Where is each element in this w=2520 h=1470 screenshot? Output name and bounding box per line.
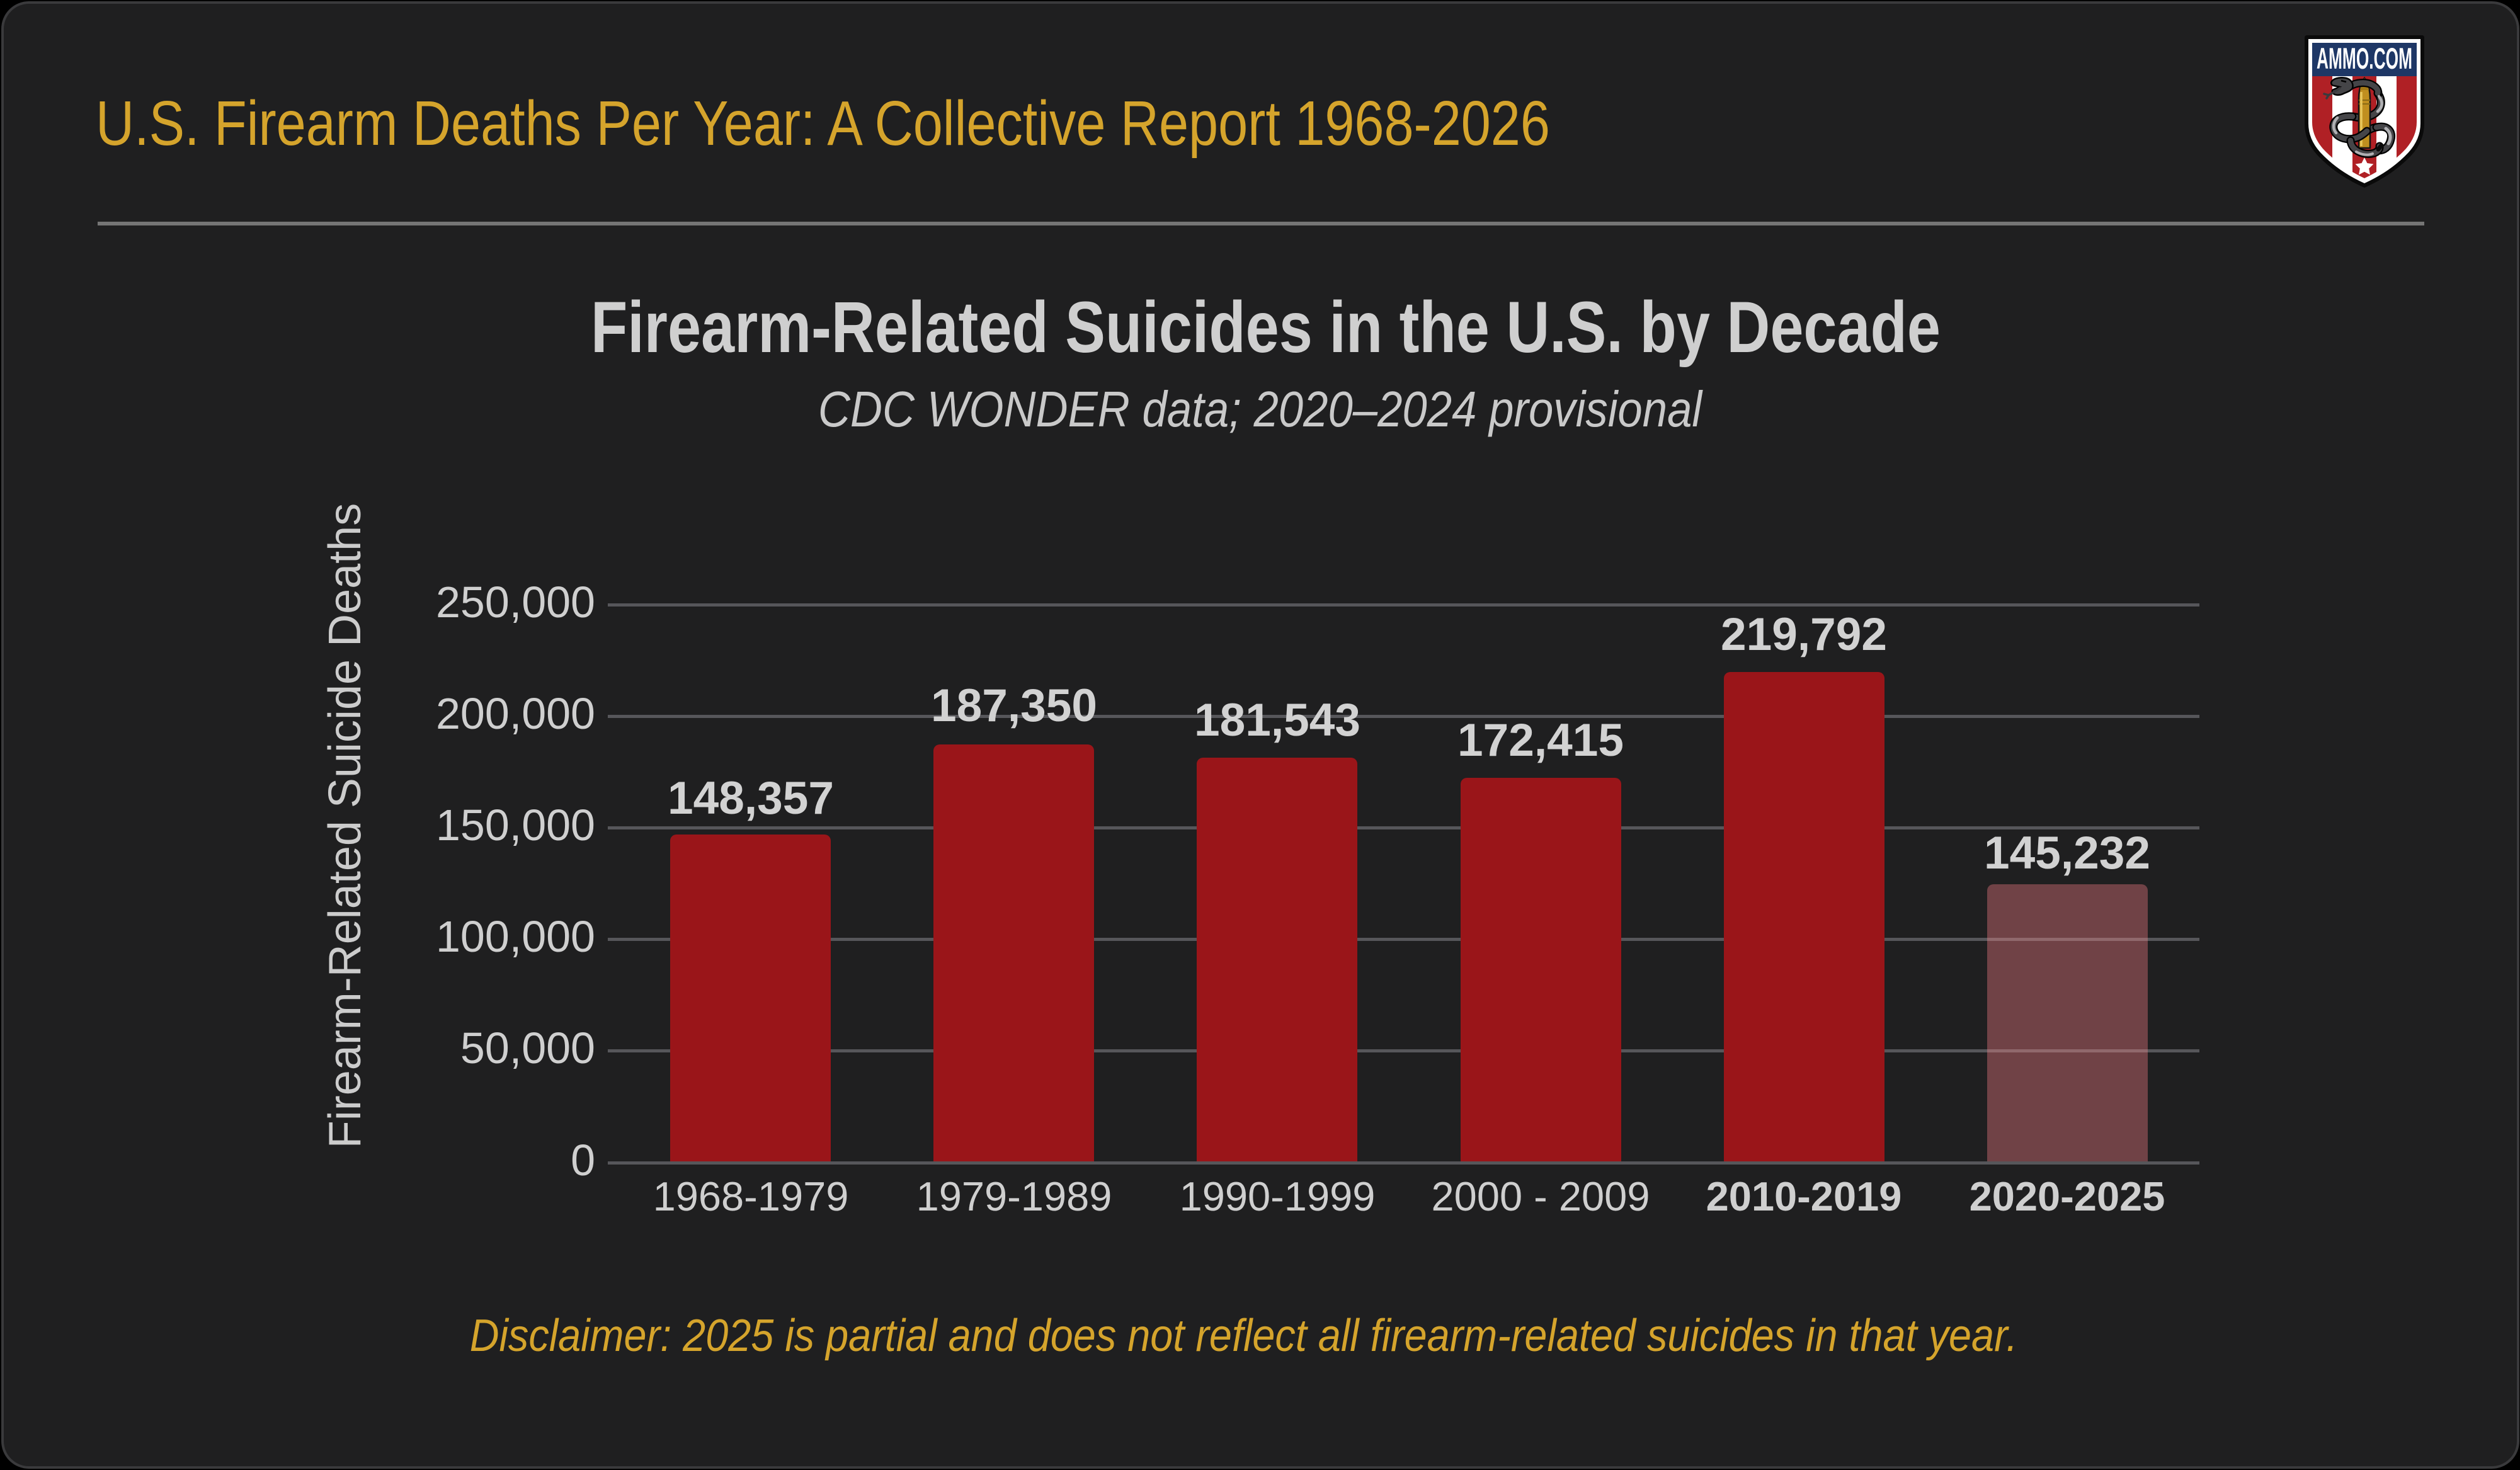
svg-text:AMMO.COM: AMMO.COM bbox=[2317, 42, 2412, 75]
